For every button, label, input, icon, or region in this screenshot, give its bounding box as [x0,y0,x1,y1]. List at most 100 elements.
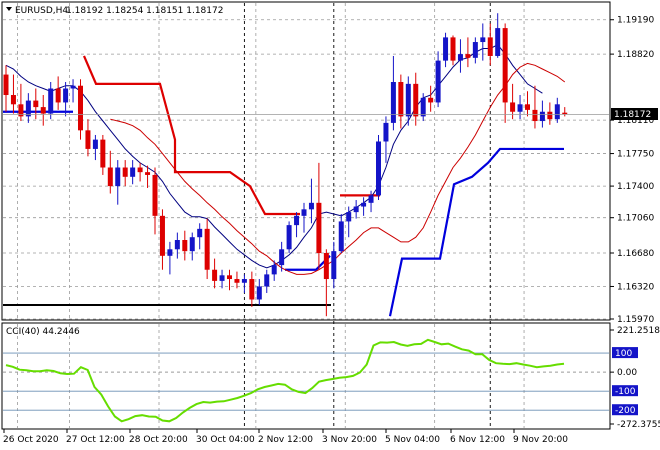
candle-body [532,109,538,122]
candle [78,79,83,140]
candle [405,76,411,126]
candle [346,206,352,238]
candle-body [234,279,240,283]
candle-body [443,37,449,61]
candle-body [10,95,16,105]
cci-line [5,338,565,423]
candle-body [398,82,404,117]
cci-axis: 221.2518 100 0.00 -100 -200 -272.3755 [610,326,660,430]
candle [55,76,61,110]
candle-body [368,195,374,203]
candle-body [502,28,508,103]
candle [271,260,277,281]
candle-body [100,139,106,168]
candle [316,162,322,270]
candle [547,102,553,125]
candle [472,37,478,64]
time-tick-label: 5 Nov 04:00 [385,435,440,445]
candle [517,95,523,120]
candle-body [227,275,232,280]
candle-body [70,85,76,89]
candle-body [219,275,225,281]
candle-body [435,60,441,103]
candle-body [85,130,91,149]
candle-body [115,167,121,187]
chart-header: EURUSD,H4 1.18192 1.18254 1.18151 1.1817… [6,6,223,16]
candle-body [510,102,516,112]
price-tick-label: 1.17400 [617,182,654,192]
candle-body [271,265,277,275]
candle [227,269,232,291]
ohlc-readout: 1.18192 1.18254 1.18151 1.18172 [66,6,223,16]
cci-panel-frame [1,322,611,430]
candle-body [525,104,530,110]
candle-body [353,206,359,213]
candle-body [547,111,553,120]
candle-body [3,74,9,96]
candle [510,83,516,120]
time-tick-label: 3 Nov 20:00 [322,435,377,445]
candle [122,160,128,187]
candle [279,241,285,272]
candle [532,85,538,129]
candle-body [279,249,285,266]
candle [264,269,270,293]
candle-body [264,274,270,287]
candle-body [107,167,113,187]
candle [383,116,389,163]
candle-body [301,209,307,216]
candle [323,249,329,317]
candle-body [390,82,396,123]
candle [428,85,434,112]
cci-tick-label: 0.00 [617,368,637,378]
candle [152,167,158,235]
candle [85,119,91,157]
blue-step-line [388,147,564,317]
cci-level-badge [612,347,638,359]
candle [465,37,471,68]
candle [100,134,106,175]
candle [390,55,396,131]
candle-body [495,28,501,56]
slow-moving-average [110,62,566,275]
price-tick-label: 1.18110 [617,116,654,126]
candle-body [472,42,478,58]
price-tick-label: 1.17750 [617,150,654,160]
candle-body [182,240,188,252]
time-axis: 26 Oct 2020 27 Oct 12:00 28 Oct 20:00 30 Oc… [3,429,568,445]
candle-body [40,107,46,114]
candle-body [63,88,69,103]
cci-level-badge [612,404,638,416]
candle-body [331,251,337,280]
candle-body [33,100,39,108]
price-tick-label: 1.16680 [617,249,654,259]
candle [308,178,314,224]
candle [413,72,419,126]
candle-body [256,286,262,300]
candle [331,241,337,289]
candle-body [152,174,158,216]
cci-tick-label: -272.3755 [617,420,660,430]
price-tick-label: 1.17060 [617,214,654,224]
candle [70,79,76,103]
candlestick-series [3,13,568,317]
candle [256,279,262,306]
candle-body [48,88,54,114]
candle-body [323,253,329,280]
candle-body [145,172,151,175]
cci-tick-label: 221.2518 [617,326,660,336]
time-tick-label: 9 Nov 20:00 [513,435,568,445]
candle [234,271,240,289]
candle [443,32,449,68]
candle-body [465,54,471,58]
triangle-down-icon[interactable] [6,7,12,11]
candle-body [55,88,61,103]
candle [10,74,16,114]
candle-body [428,97,434,103]
candle-body [241,279,247,283]
candle [353,200,359,219]
price-tick-label: 1.19190 [617,16,654,26]
cci-series [5,338,565,423]
candle [286,221,292,254]
